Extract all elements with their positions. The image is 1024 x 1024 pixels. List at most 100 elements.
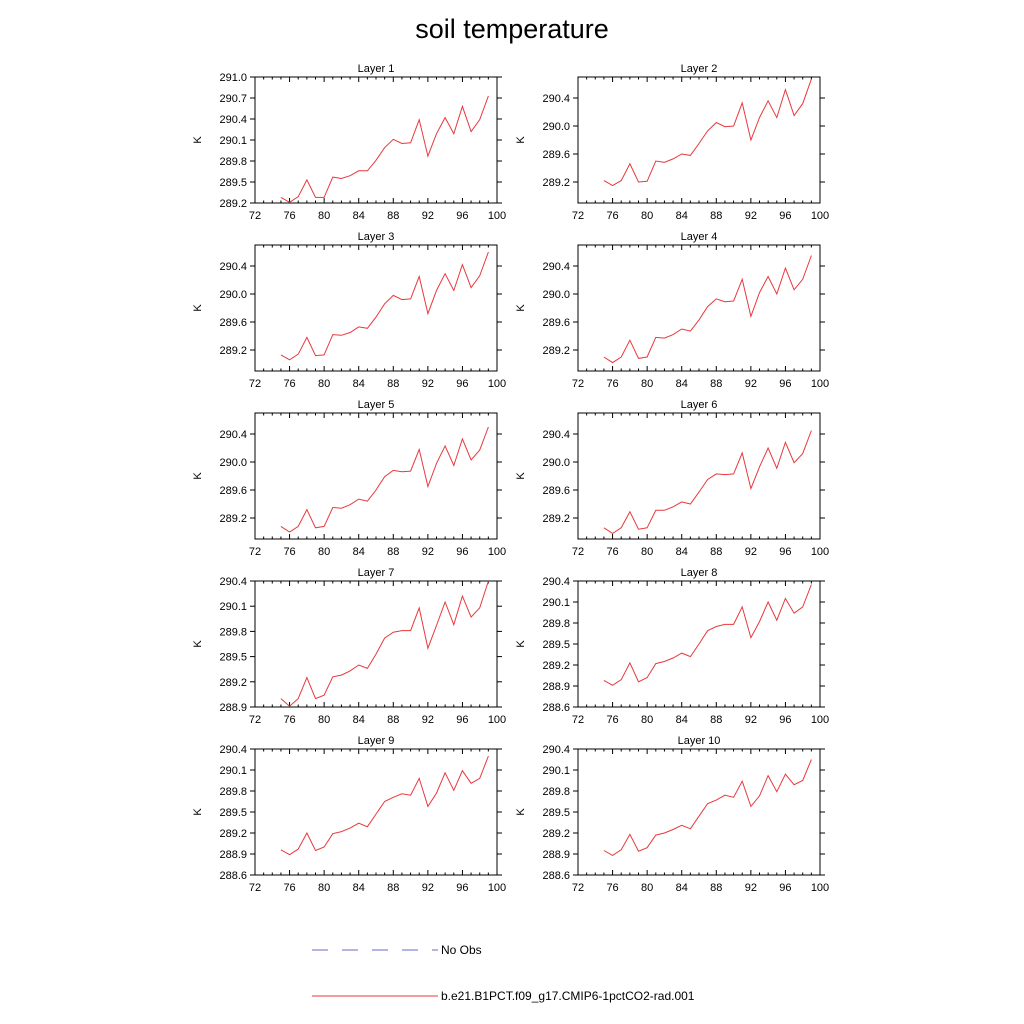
y-tick-label: 290.4	[542, 261, 570, 273]
y-tick-label: 289.5	[219, 177, 247, 189]
x-tick-label: 100	[488, 714, 506, 726]
x-tick-label: 80	[318, 210, 330, 222]
y-tick-label: 289.2	[542, 660, 570, 672]
panel-layer-8: Layer 8 K 72 76 80 84 88 92 96 100 288.6 288.9 289.2…	[515, 567, 829, 726]
x-tick-label: 84	[353, 546, 365, 558]
x-tick-label: 76	[283, 210, 295, 222]
plot-frame	[254, 580, 498, 708]
series-line	[603, 759, 812, 856]
panel-title: Layer 2	[681, 63, 718, 75]
panel-layer-2: Layer 2 K 72 76 80 84 88 92 96 100 289.2 289.6 290.0…	[515, 63, 829, 222]
y-tick-label: 289.2	[542, 828, 570, 840]
y-tick-label: 289.6	[542, 485, 570, 497]
series-line	[280, 755, 489, 856]
x-tick-label: 100	[488, 210, 506, 222]
legend-label: No Obs	[441, 943, 482, 957]
x-tick-label: 96	[779, 210, 791, 222]
y-tick-label: 289.5	[219, 652, 247, 664]
plot-frame	[577, 244, 821, 372]
y-tick-label: 290.4	[219, 261, 247, 273]
x-tick-label: 72	[249, 546, 261, 558]
x-tick-label: 80	[318, 882, 330, 894]
x-tick-label: 76	[283, 882, 295, 894]
x-tick-label: 88	[387, 882, 399, 894]
x-tick-label: 84	[676, 546, 688, 558]
x-tick-label: 72	[572, 210, 584, 222]
y-tick-label: 288.6	[542, 702, 570, 714]
x-tick-label: 84	[353, 378, 365, 390]
x-tick-label: 72	[249, 714, 261, 726]
x-tick-label: 96	[779, 714, 791, 726]
x-tick-label: 80	[641, 714, 653, 726]
x-tick-label: 72	[572, 882, 584, 894]
y-tick-label: 290.4	[219, 576, 247, 588]
x-tick-label: 92	[422, 882, 434, 894]
x-tick-label: 76	[283, 378, 295, 390]
x-tick-label: 80	[318, 546, 330, 558]
x-tick-label: 76	[606, 546, 618, 558]
y-axis-label: K	[515, 304, 527, 312]
x-tick-label: 92	[422, 714, 434, 726]
y-tick-label: 290.4	[542, 429, 570, 441]
x-tick-label: 84	[676, 210, 688, 222]
x-tick-label: 80	[641, 210, 653, 222]
x-tick-label: 88	[387, 714, 399, 726]
y-tick-label: 289.8	[542, 618, 570, 630]
y-tick-label: 288.9	[219, 702, 247, 714]
y-axis-label: K	[192, 808, 204, 816]
y-tick-label: 289.2	[219, 345, 247, 357]
x-tick-label: 80	[641, 546, 653, 558]
panel-layer-6: Layer 6 K 72 76 80 84 88 92 96 100 289.2 289.6 290.0…	[515, 399, 829, 558]
y-axis-label: K	[192, 304, 204, 312]
y-tick-label: 289.8	[542, 786, 570, 798]
y-tick-label: 289.2	[219, 513, 247, 525]
plot-frame	[254, 748, 498, 876]
x-tick-label: 92	[422, 378, 434, 390]
y-tick-label: 290.4	[219, 114, 247, 126]
x-tick-label: 84	[676, 714, 688, 726]
x-tick-label: 96	[456, 714, 468, 726]
x-tick-label: 100	[811, 882, 829, 894]
series-line	[603, 430, 812, 534]
x-tick-label: 100	[488, 378, 506, 390]
y-tick-label: 290.4	[542, 93, 570, 105]
x-tick-label: 88	[387, 378, 399, 390]
y-tick-label: 289.2	[542, 177, 570, 189]
panel-layer-10: Layer 10 K 72 76 80 84 88 92 96 100 288.6 288.9 289.…	[515, 735, 829, 894]
y-axis-label: K	[192, 472, 204, 480]
x-tick-label: 84	[353, 882, 365, 894]
series-line	[280, 426, 489, 533]
y-tick-label: 290.7	[219, 93, 247, 105]
y-tick-label: 289.5	[542, 807, 570, 819]
x-tick-label: 80	[318, 378, 330, 390]
y-tick-label: 290.4	[219, 744, 247, 756]
x-tick-label: 92	[422, 546, 434, 558]
plot-frame	[254, 244, 498, 372]
panel-title: Layer 1	[358, 63, 395, 75]
x-tick-label: 92	[745, 546, 757, 558]
x-tick-label: 88	[710, 882, 722, 894]
series-line	[603, 255, 812, 364]
panel-layer-1: Layer 1 K 72 76 80 84 88 92 96 100 289.2 289.5 289.8…	[192, 63, 506, 222]
y-tick-label: 288.6	[542, 870, 570, 882]
panel-title: Layer 8	[681, 567, 718, 579]
y-tick-label: 289.8	[219, 786, 247, 798]
x-tick-label: 96	[456, 378, 468, 390]
x-tick-label: 88	[710, 546, 722, 558]
x-tick-label: 76	[606, 714, 618, 726]
x-tick-label: 92	[422, 210, 434, 222]
y-tick-label: 289.6	[542, 149, 570, 161]
panel-title: Layer 9	[358, 735, 395, 747]
panel-layer-3: Layer 3 K 72 76 80 84 88 92 96 100 289.2 289.6 290.0…	[192, 231, 506, 390]
x-tick-label: 100	[811, 546, 829, 558]
y-tick-label: 290.4	[542, 744, 570, 756]
x-tick-label: 76	[606, 378, 618, 390]
y-tick-label: 289.6	[219, 485, 247, 497]
x-tick-label: 84	[353, 210, 365, 222]
chart-title: soil temperature	[415, 14, 609, 44]
x-tick-label: 100	[811, 378, 829, 390]
x-tick-label: 96	[779, 882, 791, 894]
y-tick-label: 289.2	[219, 198, 247, 210]
x-tick-label: 72	[249, 378, 261, 390]
